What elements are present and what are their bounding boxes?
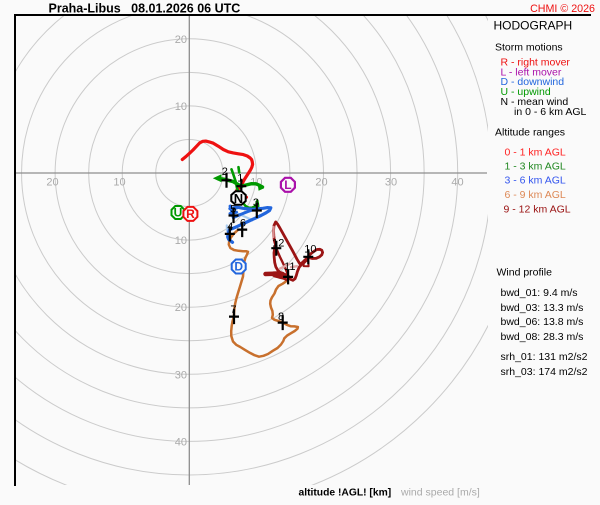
svg-text:R - right mover: R - right mover (501, 57, 571, 69)
svg-text:10: 10 (113, 177, 125, 189)
svg-text:40: 40 (175, 436, 187, 448)
svg-text:6 - 9 km AGL: 6 - 9 km AGL (505, 189, 566, 201)
svg-text:20: 20 (46, 177, 58, 189)
svg-text:HODOGRAPH: HODOGRAPH (494, 19, 573, 33)
svg-text:8: 8 (278, 311, 284, 323)
svg-text:7: 7 (230, 304, 236, 316)
svg-text:D: D (234, 259, 243, 273)
svg-text:bwd_08: 28.3 m/s: bwd_08: 28.3 m/s (501, 331, 584, 343)
svg-text:in 0 - 6 km AGL: in 0 - 6 km AGL (514, 106, 587, 118)
svg-text:5: 5 (230, 204, 236, 216)
svg-text:10: 10 (175, 235, 187, 247)
svg-text:Wind profile: Wind profile (497, 267, 553, 279)
svg-text:1: 1 (237, 172, 243, 184)
svg-text:1 - 3 km AGL: 1 - 3 km AGL (505, 161, 566, 173)
svg-text:srh_01: 131 m2/s2: srh_01: 131 m2/s2 (501, 351, 588, 363)
svg-text:CHMI © 2026: CHMI © 2026 (530, 3, 595, 15)
svg-text:bwd_03: 13.3 m/s: bwd_03: 13.3 m/s (501, 302, 584, 314)
svg-text:U - upwind: U - upwind (501, 86, 551, 98)
svg-text:11: 11 (284, 261, 295, 273)
svg-text:N - mean wind: N - mean wind (501, 96, 569, 108)
svg-text:N: N (234, 191, 243, 206)
svg-text:2: 2 (222, 166, 228, 178)
svg-text:L: L (284, 178, 291, 192)
svg-text:10: 10 (304, 244, 316, 256)
svg-text:altitude !AGL! [km]: altitude !AGL! [km] (299, 488, 392, 499)
svg-text:Storm motions: Storm motions (495, 42, 563, 54)
svg-text:4: 4 (227, 221, 233, 233)
svg-text:6: 6 (240, 218, 246, 230)
svg-text:20: 20 (175, 34, 187, 46)
svg-text:10: 10 (175, 101, 187, 113)
svg-text:0 - 1 km AGL: 0 - 1 km AGL (505, 147, 566, 159)
svg-text:40: 40 (451, 177, 463, 189)
svg-text:L - left mover: L - left mover (501, 66, 562, 78)
svg-text:wind speed [m/s]: wind speed [m/s] (400, 487, 480, 499)
svg-text:Altitude ranges: Altitude ranges (495, 127, 565, 139)
svg-text:U: U (174, 205, 183, 219)
svg-text:bwd_06: 13.8 m/s: bwd_06: 13.8 m/s (501, 316, 584, 328)
svg-text:30: 30 (175, 369, 187, 381)
svg-text:20: 20 (315, 177, 327, 189)
svg-text:3 - 6 km AGL: 3 - 6 km AGL (505, 175, 566, 187)
svg-text:srh_03: 174 m2/s2: srh_03: 174 m2/s2 (501, 366, 588, 378)
svg-text:D - downwind: D - downwind (501, 76, 565, 88)
svg-text:12: 12 (272, 238, 284, 250)
svg-text:20: 20 (175, 302, 187, 314)
svg-text:30: 30 (385, 177, 397, 189)
svg-text:bwd_01: 9.4 m/s: bwd_01: 9.4 m/s (501, 287, 578, 299)
svg-text:R: R (186, 207, 195, 221)
svg-text:9 - 12 km AGL: 9 - 12 km AGL (504, 203, 571, 215)
svg-text:3: 3 (253, 197, 259, 209)
svg-text:Praha-Libus 08.01.2026 06 UT: Praha-Libus 08.01.2026 06 UTC (49, 2, 241, 16)
